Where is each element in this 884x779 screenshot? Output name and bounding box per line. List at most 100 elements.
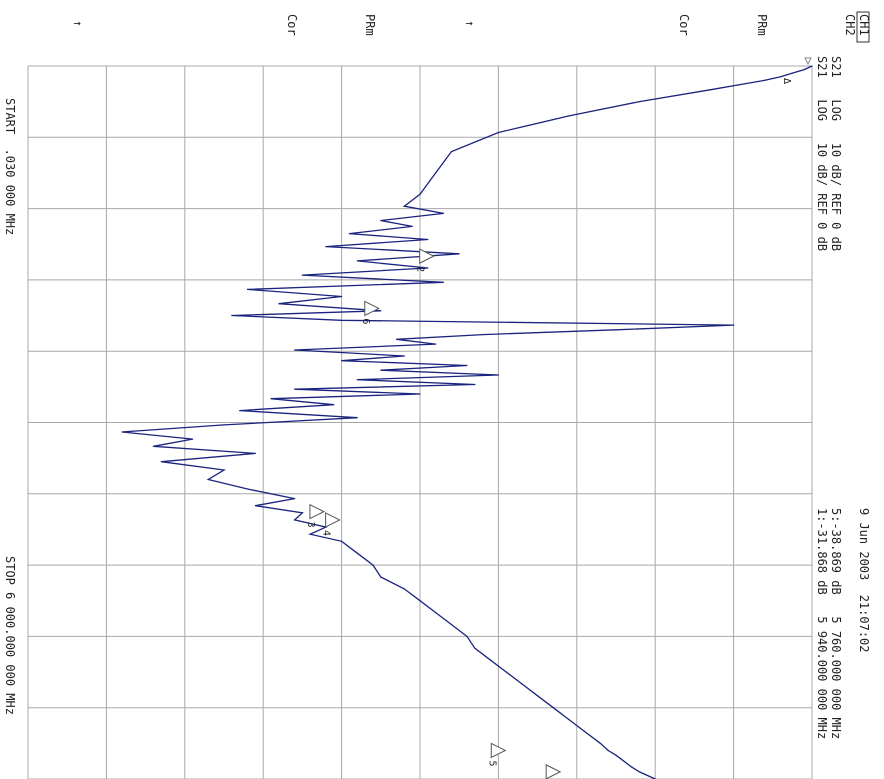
trace-point [497, 131, 499, 134]
trace-point [254, 505, 256, 507]
trace-point [341, 319, 343, 321]
trace-point [333, 404, 335, 406]
trace-point [466, 364, 468, 367]
trace-point [466, 635, 468, 638]
marker-triangle-icon [490, 742, 507, 759]
trace-point [482, 334, 484, 336]
ch1-label: CH1 [857, 14, 871, 36]
side-label-prm-2: PRm [363, 14, 377, 36]
datetime: 9 Jun 2003 21:07:02 [857, 508, 871, 653]
side-label-cor-2: Cor [285, 14, 299, 36]
trace-point [239, 410, 241, 412]
trace-point [356, 417, 358, 419]
trace-point [552, 707, 554, 709]
trace-point [450, 623, 452, 626]
trace-point [403, 588, 405, 590]
ch2-settings: S21 LOG 10 dB/ REF 0 dB [815, 56, 829, 251]
trace-point [301, 512, 303, 514]
trace-point [599, 742, 601, 744]
trace-point [631, 766, 633, 768]
trace-point [411, 225, 413, 227]
trace-point [458, 253, 460, 255]
trace-point [152, 445, 154, 447]
trace-point [780, 76, 782, 78]
reference-marker-icon [804, 57, 812, 66]
trace-point [568, 115, 570, 117]
trace-point [341, 360, 343, 362]
trace-point [231, 314, 233, 317]
trace-point [380, 310, 382, 312]
marker-triangle-icon [325, 512, 341, 528]
ch1-settings: S21 LOG 10 dB/ REF 0 dB [829, 56, 843, 251]
trace-point [192, 438, 194, 440]
trace-point [497, 374, 499, 376]
trace-point [638, 101, 641, 103]
trace-point [380, 576, 382, 578]
trace-point [419, 193, 421, 195]
trace-point [356, 379, 358, 381]
trace-point [803, 69, 805, 71]
marker-triangle-icon [309, 503, 326, 520]
trace-point [160, 461, 162, 463]
trace-point [811, 65, 813, 67]
trace-point [325, 246, 327, 248]
trace-point [709, 89, 711, 91]
trace-point [584, 730, 586, 733]
trace-point [791, 72, 794, 74]
trace-point [301, 274, 303, 276]
trace-point [341, 295, 343, 298]
trace-point [427, 267, 429, 269]
trace-point [733, 324, 735, 326]
trace-point [223, 424, 225, 426]
start-frequency: START .030 000 MHz [3, 98, 17, 235]
trace-point [568, 719, 570, 721]
trace-point [505, 671, 507, 673]
trace-point [356, 552, 358, 554]
trace-point [294, 388, 296, 390]
trace-point [607, 749, 609, 752]
marker-5: 5 [486, 742, 507, 767]
trace-point [395, 338, 398, 340]
trace-point [246, 488, 249, 490]
stop-frequency: STOP 6 000.000 000 MHz [3, 556, 17, 715]
trace-point [341, 540, 343, 542]
trace-point [419, 393, 421, 395]
trace-point [207, 478, 209, 481]
trace-point [537, 695, 539, 697]
trace-point [294, 498, 296, 500]
trace-point [246, 288, 249, 290]
trace-point [278, 303, 280, 305]
trace-point [403, 205, 405, 207]
marker-triangle-icon [364, 300, 380, 317]
marker-triangle-icon [545, 764, 562, 779]
trace-point [615, 329, 617, 331]
marker-label: 2 [415, 266, 426, 272]
trace-point [490, 659, 492, 661]
trace-point [435, 343, 437, 345]
marker-label: 5 [486, 760, 497, 766]
marker-triangle-icon [419, 248, 435, 264]
trace-point [309, 533, 311, 535]
side-label-arrow-1: ↑ [463, 20, 477, 27]
trace-point [270, 398, 272, 400]
trace-point [442, 212, 445, 214]
trace-point [638, 771, 641, 773]
trace-point [442, 281, 445, 283]
marker-label: 6 [360, 318, 371, 324]
marker-3: 3 [305, 503, 326, 528]
side-label-arrow-2: ↑ [71, 20, 85, 27]
trace-point [435, 172, 437, 174]
ch2-label: CH2 [843, 14, 857, 36]
marker-2: 2 [415, 248, 435, 272]
delta-symbol: Δ [781, 78, 792, 84]
trace-point [380, 369, 382, 371]
trace-point [764, 79, 766, 81]
trace-point [521, 683, 523, 685]
marker5-readout: 5:-38.869 dB 5 760.000 000 MHz [829, 508, 843, 739]
trace-point [294, 349, 296, 351]
trace-point [615, 754, 617, 756]
trace-point [403, 355, 405, 357]
trace-point [380, 219, 382, 222]
trace-point [294, 519, 296, 521]
